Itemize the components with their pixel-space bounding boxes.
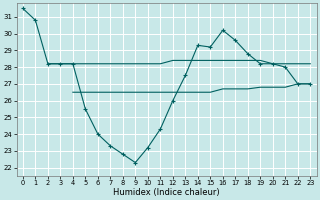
X-axis label: Humidex (Indice chaleur): Humidex (Indice chaleur) xyxy=(113,188,220,197)
